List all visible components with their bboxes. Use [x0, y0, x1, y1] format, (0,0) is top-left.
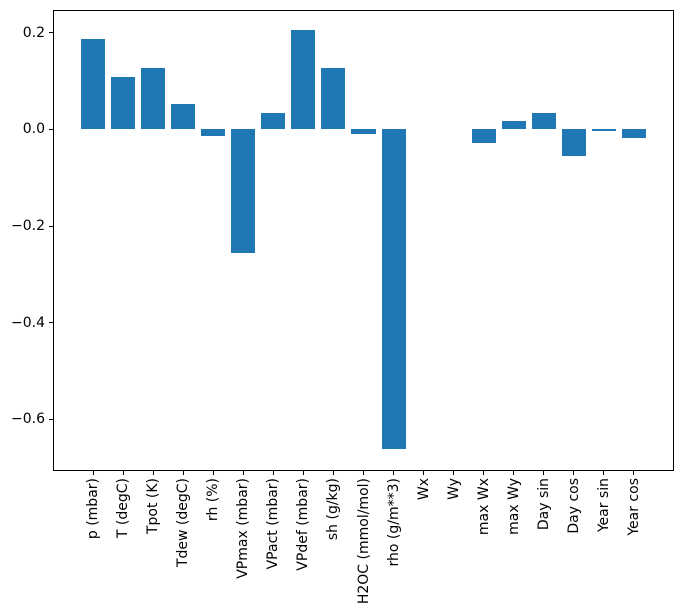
x-tick-label: Day sin [535, 478, 552, 531]
x-axis-tick [513, 471, 515, 475]
y-tick-label: 0.0 [22, 121, 45, 138]
x-axis-tick [182, 471, 184, 475]
y-tick-label: −0.6 [11, 411, 45, 428]
x-tick-label: VPdef (mbar) [295, 478, 312, 571]
x-axis-tick [363, 471, 364, 475]
y-tick-label: −0.4 [11, 314, 45, 331]
x-tick-label: max Wx [475, 478, 492, 536]
x-tick-label: T (degC) [115, 478, 132, 539]
bar [141, 67, 166, 130]
bar [531, 113, 556, 130]
bar [201, 129, 226, 136]
x-axis-tick [543, 471, 545, 475]
x-axis-tick [272, 471, 274, 475]
bar [81, 38, 106, 130]
x-tick-label: Year cos [625, 478, 642, 536]
x-axis-tick [152, 471, 154, 475]
bar [381, 129, 406, 450]
x-tick-label: Tpot (K) [145, 478, 162, 535]
y-axis-tick [49, 32, 53, 34]
bar [261, 112, 286, 130]
x-axis-tick [633, 471, 635, 475]
y-tick-label: −0.2 [11, 218, 45, 234]
x-axis-tick [483, 471, 485, 475]
x-axis-tick [212, 471, 214, 475]
x-tick-label: H2OC (mmol/mol) [355, 478, 372, 605]
x-tick-label: Tdew (degC) [175, 478, 192, 568]
x-axis-tick [573, 471, 575, 475]
bar [561, 129, 586, 156]
y-tick-label: 0.2 [22, 24, 45, 41]
bar [501, 120, 526, 130]
x-axis-tick [603, 471, 605, 475]
bar [291, 29, 316, 130]
x-axis-tick [122, 471, 124, 475]
y-axis-tick [49, 128, 53, 130]
x-axis-tick [332, 471, 334, 475]
bar [471, 129, 496, 143]
x-tick-label: sh (g/kg) [325, 478, 342, 541]
x-tick-label: Wy [445, 478, 462, 500]
x-tick-label: Wx [415, 478, 432, 501]
x-tick-label: rh (%) [205, 478, 222, 522]
x-axis-tick [423, 471, 425, 475]
bar [351, 129, 376, 135]
x-tick-label: Year sin [595, 478, 612, 533]
x-tick-label: Day cos [565, 478, 582, 534]
bar [621, 129, 646, 138]
x-tick-label: VPact (mbar) [265, 478, 282, 570]
x-axis-tick [302, 471, 304, 475]
bar [171, 103, 196, 130]
y-axis-tick [49, 322, 53, 324]
x-axis-tick [393, 471, 395, 475]
x-axis-tick [453, 471, 455, 475]
x-tick-label: max Wy [505, 478, 522, 535]
bar [591, 129, 616, 131]
y-axis-tick [49, 225, 53, 227]
y-axis-tick [49, 418, 53, 420]
bar [231, 129, 256, 254]
x-tick-label: rho (g/m**3) [385, 478, 402, 567]
x-tick-label: p (mbar) [85, 478, 102, 540]
x-axis-tick [92, 471, 94, 475]
bar [321, 67, 346, 130]
x-tick-label: VPmax (mbar) [235, 478, 252, 579]
x-axis-tick [242, 471, 244, 475]
bar [111, 77, 136, 130]
